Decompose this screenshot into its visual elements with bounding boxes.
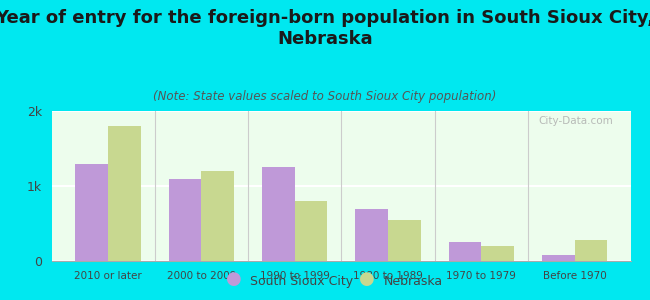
Bar <box>356 208 388 261</box>
Text: City-Data.com: City-Data.com <box>538 116 613 125</box>
Text: (Note: State values scaled to South Sioux City population): (Note: State values scaled to South Siou… <box>153 90 497 103</box>
Bar <box>108 126 140 261</box>
Text: Nebraska: Nebraska <box>384 275 443 288</box>
Bar <box>168 178 202 261</box>
Bar <box>388 220 421 261</box>
Bar <box>202 171 234 261</box>
Bar <box>448 242 481 261</box>
Bar <box>481 246 514 261</box>
Bar <box>75 164 108 261</box>
Bar <box>262 167 294 261</box>
Text: South Sioux City: South Sioux City <box>250 275 354 288</box>
Text: Year of entry for the foreign-born population in South Sioux City,
Nebraska: Year of entry for the foreign-born popul… <box>0 9 650 48</box>
Text: ●: ● <box>359 270 375 288</box>
Bar <box>294 201 327 261</box>
Bar <box>575 240 607 261</box>
Text: ●: ● <box>226 270 242 288</box>
Bar <box>542 255 575 261</box>
